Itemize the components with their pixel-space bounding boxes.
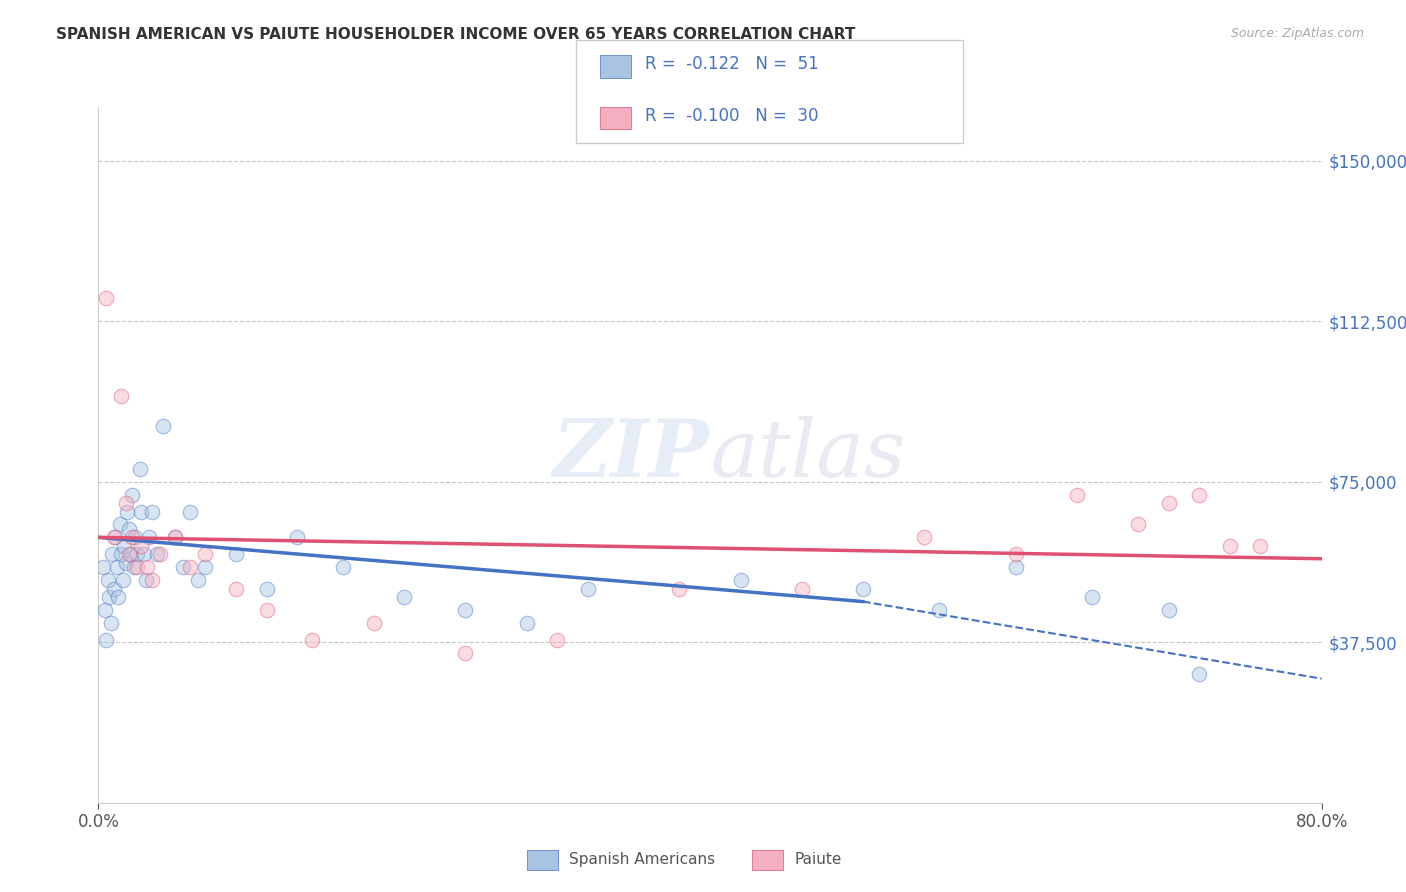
Point xyxy=(115,556,138,570)
Point xyxy=(121,530,143,544)
Point xyxy=(516,615,538,630)
Point xyxy=(103,530,125,544)
Text: atlas: atlas xyxy=(710,417,905,493)
Point xyxy=(152,419,174,434)
Text: Source: ZipAtlas.com: Source: ZipAtlas.com xyxy=(1230,27,1364,40)
Text: R =  -0.122   N =  51: R = -0.122 N = 51 xyxy=(645,55,820,73)
Point xyxy=(112,539,135,553)
Point xyxy=(256,582,278,596)
Point xyxy=(105,560,128,574)
Point xyxy=(179,505,201,519)
Point xyxy=(107,591,129,605)
Point xyxy=(134,548,156,562)
Point xyxy=(122,560,145,574)
Point xyxy=(546,633,568,648)
Point xyxy=(110,389,132,403)
Point xyxy=(103,582,125,596)
Text: R =  -0.100   N =  30: R = -0.100 N = 30 xyxy=(645,107,818,125)
Point xyxy=(363,615,385,630)
Point xyxy=(129,539,152,553)
Point xyxy=(1157,603,1180,617)
Text: ZIP: ZIP xyxy=(553,417,710,493)
Point xyxy=(285,530,308,544)
Point xyxy=(135,573,157,587)
Point xyxy=(138,530,160,544)
Point xyxy=(187,573,209,587)
Point xyxy=(163,530,186,544)
Point xyxy=(1219,539,1241,553)
Point xyxy=(790,582,813,596)
Point xyxy=(454,646,477,660)
Point xyxy=(115,496,138,510)
Point xyxy=(129,505,152,519)
Point xyxy=(912,530,935,544)
Point xyxy=(301,633,323,648)
Point xyxy=(125,560,148,574)
Point xyxy=(141,505,163,519)
Point xyxy=(194,560,217,574)
Point xyxy=(194,548,217,562)
Point xyxy=(149,548,172,562)
Point xyxy=(256,603,278,617)
Point xyxy=(1157,496,1180,510)
Point xyxy=(117,505,139,519)
Point xyxy=(121,487,143,501)
Point xyxy=(1004,560,1026,574)
Point xyxy=(97,573,120,587)
Point xyxy=(730,573,752,587)
Point xyxy=(163,530,186,544)
Point xyxy=(1188,487,1211,501)
Point xyxy=(1249,539,1271,553)
Point xyxy=(93,603,115,617)
Point xyxy=(145,548,167,562)
Text: Spanish Americans: Spanish Americans xyxy=(569,853,716,867)
Point xyxy=(852,582,875,596)
Point xyxy=(98,591,121,605)
Point xyxy=(118,522,141,536)
Point xyxy=(104,530,127,544)
Point xyxy=(332,560,354,574)
Point xyxy=(172,560,194,574)
Point xyxy=(454,603,477,617)
Point xyxy=(128,462,150,476)
Point xyxy=(141,573,163,587)
Point xyxy=(1066,487,1088,501)
Point xyxy=(1128,517,1150,532)
Point xyxy=(225,548,247,562)
Point xyxy=(576,582,599,596)
Point xyxy=(120,548,142,562)
Point xyxy=(111,573,134,587)
Point xyxy=(225,582,247,596)
Point xyxy=(136,560,159,574)
Point xyxy=(1081,591,1104,605)
Point xyxy=(94,291,117,305)
Point xyxy=(392,591,416,605)
Point xyxy=(110,548,132,562)
Point xyxy=(101,548,124,562)
Point xyxy=(91,560,114,574)
Text: Paiute: Paiute xyxy=(794,853,842,867)
Point xyxy=(1188,667,1211,681)
Point xyxy=(179,560,201,574)
Point xyxy=(108,517,131,532)
Point xyxy=(124,530,146,544)
Text: SPANISH AMERICAN VS PAIUTE HOUSEHOLDER INCOME OVER 65 YEARS CORRELATION CHART: SPANISH AMERICAN VS PAIUTE HOUSEHOLDER I… xyxy=(56,27,856,42)
Point xyxy=(94,633,117,648)
Point xyxy=(125,548,148,562)
Point xyxy=(100,615,122,630)
Point xyxy=(928,603,950,617)
Point xyxy=(668,582,690,596)
Point xyxy=(118,548,141,562)
Point xyxy=(1004,548,1026,562)
